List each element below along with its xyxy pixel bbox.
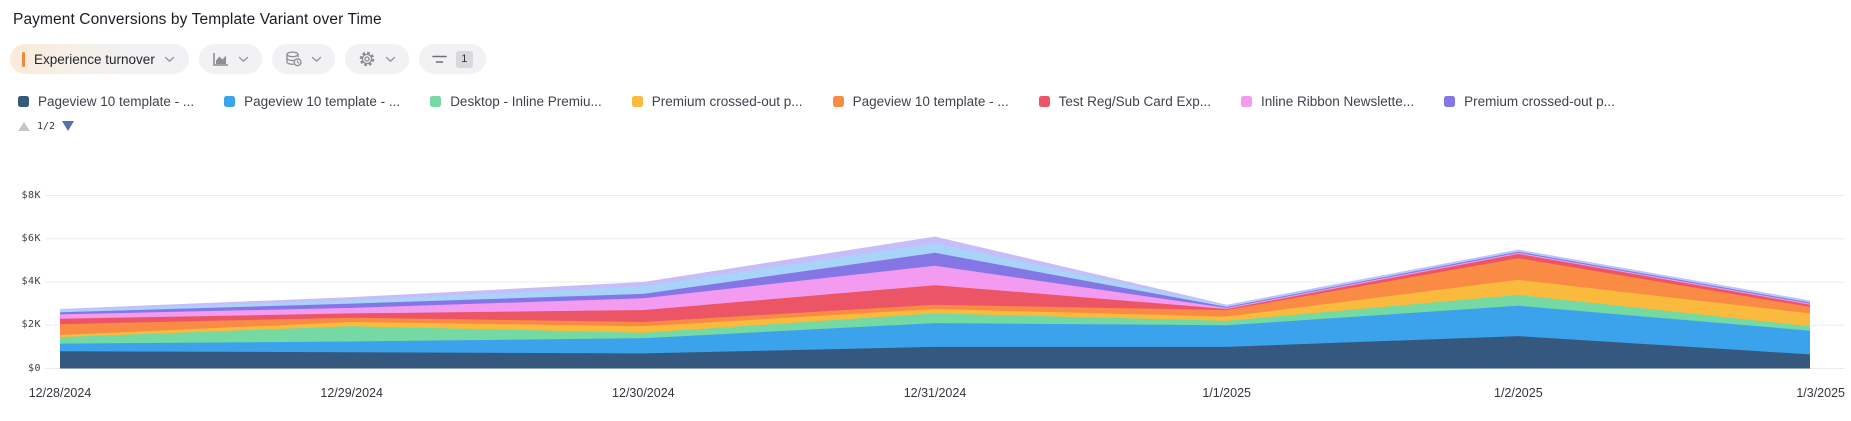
area-series[interactable] [60,336,1810,369]
chevron-down-icon [238,56,249,62]
filter-button[interactable]: 1 [418,44,486,74]
legend-swatch [832,96,844,107]
legend-item[interactable]: Premium crossed-out p... [631,94,803,109]
legend-item[interactable]: Premium crossed-out p... [1444,94,1615,109]
metric-selector-button[interactable]: Experience turnover [10,44,189,74]
x-axis-tick-label: 1/1/2025 [1202,386,1251,400]
legend-pager-down-icon[interactable] [62,121,75,131]
legend-pager-text: 1/2 [37,120,56,132]
legend-pager-up-icon[interactable] [18,121,30,131]
filter-count-badge: 1 [455,50,473,68]
y-axis-tick-label: $4K [21,276,41,287]
legend-swatch [1240,96,1252,107]
chart-legend: Pageview 10 template - ... Pageview 10 te… [18,94,1615,109]
data-source-button[interactable] [271,44,335,74]
legend-item[interactable]: Pageview 10 template - ... [224,94,400,109]
legend-item[interactable]: Pageview 10 template - ... [832,94,1009,109]
area-chart-icon [213,52,228,66]
metric-accent-bar [22,51,25,67]
legend-item[interactable]: Test Reg/Sub Card Exp... [1038,94,1211,109]
page-title: Payment Conversions by Template Variant … [13,11,382,28]
legend-swatch [1444,96,1456,107]
legend-label: Test Reg/Sub Card Exp... [1058,94,1211,109]
legend-swatch [430,96,442,107]
chart-area: $0 $2K $4K $6K $8K 12/28/2024 12/29/2024 12/30… [0,160,1851,421]
gear-icon [359,51,375,67]
y-axis-tick-label: $2K [21,319,41,331]
x-axis-tick-label: 12/28/2024 [28,386,92,400]
legend-swatch [631,96,643,107]
legend-item[interactable]: Pageview 10 template - ... [18,94,194,109]
y-axis-tick-label: $6K [21,232,41,244]
chevron-down-icon [164,56,175,62]
y-axis-tick-label: $8K [21,189,41,201]
legend-label: Pageview 10 template - ... [852,94,1009,109]
toolbar: Experience turnover [10,44,486,74]
legend-label: Pageview 10 template - ... [38,94,195,109]
chevron-down-icon [385,56,396,62]
metric-selector-label: Experience turnover [34,51,155,67]
legend-swatch [1038,96,1050,107]
x-axis-tick-label: 1/3/2025 [1796,386,1845,400]
legend-label: Premium crossed-out p... [1464,94,1615,109]
x-axis-tick-label: 1/2/2025 [1493,386,1543,400]
legend-label: Pageview 10 template - ... [244,94,401,109]
filter-lines-icon [432,55,447,63]
x-axis-tick-label: 12/31/2024 [903,386,967,400]
y-axis-tick-label: $0 [27,362,41,374]
chart-type-button[interactable] [198,44,262,74]
legend-swatch [224,96,236,107]
chevron-down-icon [311,56,322,62]
legend-pager: 1/2 [18,119,75,133]
legend-item[interactable]: Inline Ribbon Newslette... [1240,94,1415,109]
x-axis-tick-label: 12/30/2024 [612,386,675,400]
legend-label: Premium crossed-out p... [651,94,803,109]
legend-label: Desktop - Inline Premiu... [450,94,602,109]
legend-swatch [18,96,29,107]
legend-label: Inline Ribbon Newslette... [1260,94,1415,109]
x-axis-tick-label: 12/29/2024 [320,386,383,400]
settings-button[interactable] [344,44,409,74]
stacked-area-svg[interactable] [0,160,1851,421]
database-clock-icon [286,51,302,67]
legend-item[interactable]: Desktop - Inline Premiu... [430,94,602,109]
